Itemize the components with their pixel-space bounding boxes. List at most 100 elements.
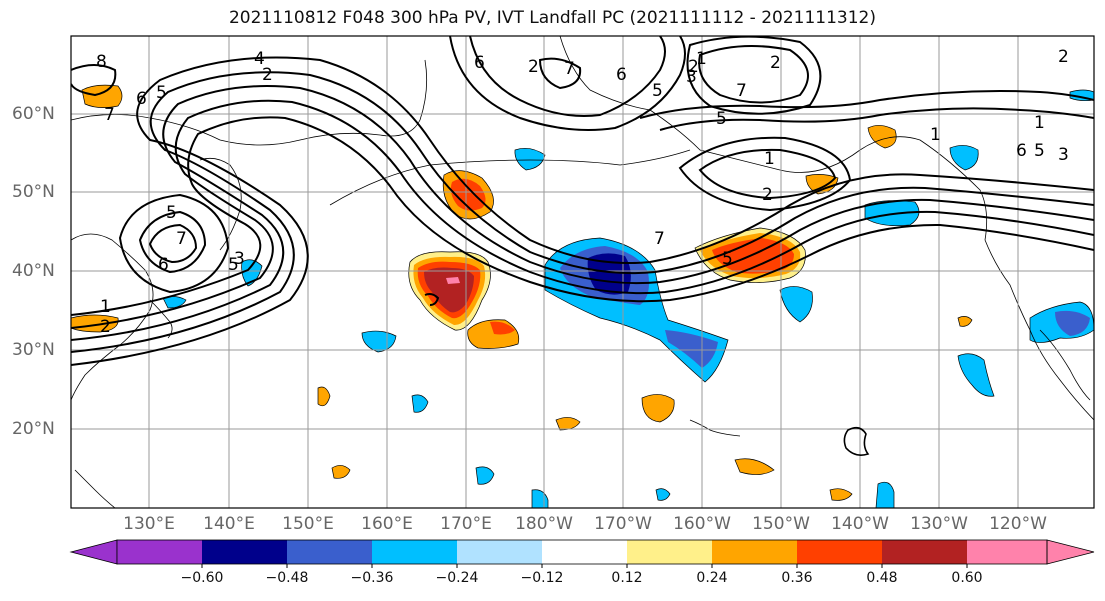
colorbar-segment — [202, 540, 287, 564]
coastline-philippines — [74, 469, 116, 508]
pv-negative-patch — [957, 353, 995, 397]
colorbar-segment — [287, 540, 372, 564]
lon-label-160e: 160°E — [361, 514, 413, 534]
coastline-kamchatka — [199, 157, 242, 251]
colorbar — [69, 539, 1095, 568]
pv-negative-patch — [1055, 310, 1090, 336]
contour-line — [71, 71, 1094, 353]
pv-negative-patch — [655, 488, 671, 501]
colorbar-extend-left — [69, 539, 118, 565]
contour-label: 2 — [688, 57, 699, 77]
pv-positive-patch — [81, 84, 123, 108]
colorbar-segment — [457, 540, 542, 564]
contour-label: 1 — [1034, 113, 1045, 133]
pv-negative-patch — [665, 330, 718, 368]
pv-positive-patch — [957, 316, 973, 327]
contour-line — [71, 64, 117, 97]
contour-label: 7 — [736, 81, 747, 101]
contour-label: 1 — [764, 149, 775, 169]
colorbar-tick-label: 0.12 — [611, 570, 643, 586]
contour-line — [71, 85, 1094, 341]
pv-negative-patch — [949, 145, 979, 171]
pv-negative-patch — [514, 148, 546, 171]
chart-title: 2021110812 F048 300 hPa PV, IVT Landfall… — [228, 8, 876, 28]
contour-label: 2 — [262, 65, 273, 85]
contour-line — [843, 426, 870, 456]
pv-positive-patch — [555, 417, 581, 431]
coastline-north-america — [984, 239, 1094, 421]
pv-positive-patch — [331, 465, 351, 479]
contour-label: 1 — [696, 49, 707, 69]
contour-label: 2 — [762, 185, 773, 205]
coastline-hawaii — [689, 419, 741, 437]
contour-line — [659, 107, 1094, 131]
colorbar-segment — [542, 540, 627, 564]
colorbar-tick-label: −0.36 — [350, 570, 394, 586]
contour-label: 3 — [234, 249, 245, 269]
contour-label: 5 — [228, 255, 239, 275]
pv-positive-patch — [446, 277, 460, 284]
colorbar-segment — [797, 540, 882, 564]
coastline-baja — [1039, 329, 1091, 401]
colorbar-tick-label: −0.48 — [265, 570, 309, 586]
pv-positive-patch — [867, 125, 897, 149]
colorbar-segment — [627, 540, 712, 564]
contour-line — [449, 36, 686, 132]
pv-positive-patch — [450, 178, 486, 211]
contour-label: 5 — [716, 109, 727, 129]
colorbar-tick-label: −0.12 — [520, 570, 564, 586]
contour-label: 7 — [564, 59, 575, 79]
colorbar-segment — [117, 540, 202, 564]
lat-label-20n: 20°N — [12, 419, 55, 439]
lon-label-170e: 170°E — [440, 514, 492, 534]
lon-label-140w: 140°W — [831, 514, 889, 534]
contour-line — [118, 193, 230, 294]
contour-line — [678, 136, 852, 212]
lon-label-150e: 150°E — [282, 514, 334, 534]
contour-line — [698, 148, 837, 200]
colorbar-tick-label: −0.24 — [435, 570, 479, 586]
contour-label: 7 — [654, 229, 665, 249]
contour-label: 2 — [1058, 47, 1069, 67]
colorbar-segment — [372, 540, 457, 564]
pv-negative-patch — [875, 481, 895, 508]
colorbar-segment — [712, 540, 797, 564]
contour-line — [639, 90, 1094, 119]
lon-label-130e: 130°E — [123, 514, 175, 534]
contour-label: 5 — [722, 249, 733, 269]
pv-negative-patch — [411, 394, 429, 413]
contour-label: 7 — [104, 105, 115, 125]
contour-labels: 8 4 2 7 6 5 5 7 6 5 3 2 1 6 2 7 6 5 3 2 … — [96, 47, 1069, 337]
contour-line — [138, 210, 207, 274]
lat-label-30n: 30°N — [12, 340, 55, 360]
colorbar-extend-right — [1046, 539, 1095, 565]
colorbar-tick-label: 0.60 — [951, 570, 983, 586]
contour-line — [469, 36, 666, 117]
lat-label-40n: 40°N — [12, 261, 55, 281]
ivt-contours — [71, 36, 1094, 456]
pv-negative-patch — [779, 286, 813, 323]
contour-label: 2 — [528, 57, 539, 77]
contour-line — [148, 223, 198, 264]
pv-positive-patch — [829, 488, 853, 501]
contour-label: 8 — [96, 52, 107, 72]
contour-label: 5 — [166, 203, 177, 223]
contour-line — [71, 99, 1094, 329]
pv-positive-patch — [712, 238, 794, 274]
contour-line — [686, 36, 822, 115]
pv-positive-patch — [641, 394, 675, 423]
colorbar-tick-label: 0.24 — [696, 570, 728, 586]
lon-label-170w: 170°W — [594, 514, 652, 534]
contour-line — [698, 45, 809, 104]
lon-label-140e: 140°E — [203, 514, 255, 534]
pv-positive-patch — [71, 314, 119, 333]
contour-label: 2 — [100, 317, 111, 337]
contour-line — [71, 116, 1094, 316]
lon-label-130w: 130°W — [910, 514, 968, 534]
contour-label: 1 — [930, 125, 941, 145]
contour-label: 5 — [652, 81, 663, 101]
coastline-aleutians — [329, 149, 691, 206]
lat-label-60n: 60°N — [12, 104, 55, 124]
colorbar-tick-label: −0.60 — [180, 570, 224, 586]
